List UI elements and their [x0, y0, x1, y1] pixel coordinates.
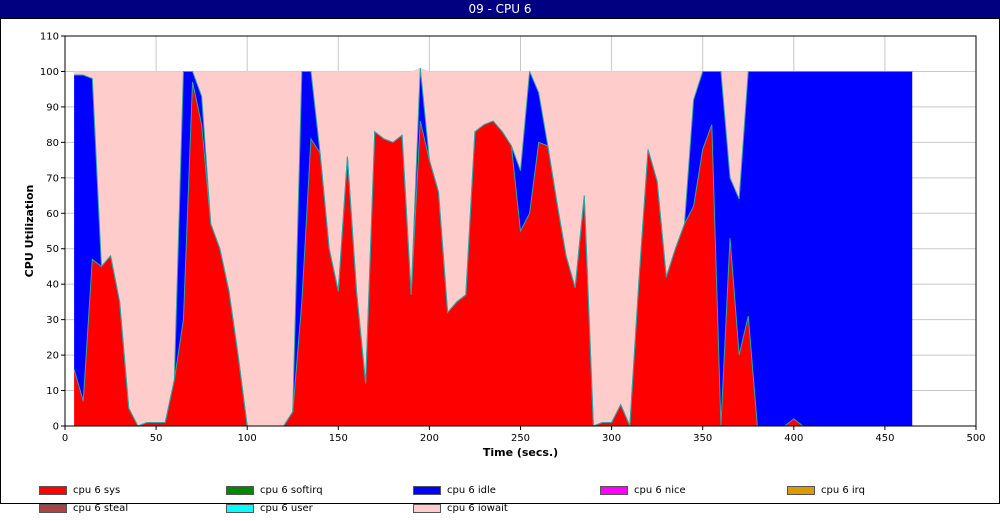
- y-tick-label: 20: [46, 351, 59, 362]
- y-axis-title: CPU Utilization: [23, 185, 36, 278]
- legend-swatch: [413, 504, 441, 513]
- x-tick-label: 300: [602, 433, 621, 444]
- area-cpu-6-iowait: [74, 67, 913, 426]
- y-tick-label: 90: [46, 102, 59, 113]
- legend-item: cpu 6 nice: [600, 485, 686, 496]
- legend-swatch: [226, 486, 254, 495]
- y-tick-label: 30: [46, 315, 59, 326]
- legend-label: cpu 6 sys: [73, 485, 121, 496]
- x-axis-title: Time (secs.): [483, 446, 558, 459]
- y-tick-label: 50: [46, 244, 59, 255]
- axis-ticks: 0 10 20 30 40 50 60 70 80 90 100 110 0 50 100 150 200 250…: [40, 32, 986, 445]
- x-tick-label: 450: [875, 433, 894, 444]
- legend-item: cpu 6 sys: [39, 485, 120, 496]
- legend-swatch: [600, 486, 628, 495]
- legend-item: cpu 6 softirq: [226, 485, 323, 496]
- window-title: 09 - CPU 6: [0, 0, 1000, 18]
- y-tick-label: 80: [46, 138, 59, 149]
- legend-label: cpu 6 steal: [73, 503, 129, 514]
- chart-frame: 0 10 20 30 40 50 60 70 80 90 100 110 0 50 100 150 200 250…: [0, 18, 1000, 514]
- legend-label: cpu 6 iowait: [447, 503, 508, 514]
- legend-label: cpu 6 softirq: [260, 485, 323, 496]
- x-tick-label: 50: [150, 433, 163, 444]
- x-tick-label: 200: [420, 433, 439, 444]
- legend-label: cpu 6 user: [260, 503, 313, 514]
- x-tick-label: 350: [693, 433, 712, 444]
- legend-label: cpu 6 nice: [634, 485, 686, 496]
- legend-item: cpu 6 user: [226, 503, 313, 514]
- legend-label: cpu 6 irq: [821, 485, 865, 496]
- area-cpu-6-idle: [74, 67, 913, 426]
- x-tick-label: 150: [329, 433, 348, 444]
- y-tick-label: 0: [53, 422, 59, 433]
- cpu-utilization-chart: 0 10 20 30 40 50 60 70 80 90 100 110 0 50 100 150 200 250…: [23, 32, 986, 460]
- legend-swatch: [787, 486, 815, 495]
- x-tick-label: 500: [966, 433, 985, 444]
- legend-swatch: [226, 504, 254, 513]
- area-cpu-6-sys: [74, 82, 913, 426]
- x-tick-label: 100: [238, 433, 257, 444]
- legend-swatch: [39, 504, 67, 513]
- x-tick-label: 0: [62, 433, 68, 444]
- y-tick-label: 100: [40, 67, 59, 78]
- y-tick-label: 70: [46, 173, 59, 184]
- legend-item: cpu 6 irq: [787, 485, 865, 496]
- legend-swatch: [413, 486, 441, 495]
- legend-item: cpu 6 iowait: [413, 503, 508, 514]
- legend-label: cpu 6 idle: [447, 485, 496, 496]
- x-tick-label: 250: [511, 433, 530, 444]
- x-tick-label: 400: [784, 433, 803, 444]
- chart-legend: cpu 6 sys cpu 6 softirq cpu 6 idle cpu 6 ni…: [39, 485, 989, 521]
- stacked-areas: [64, 35, 977, 427]
- y-tick-label: 110: [40, 32, 59, 43]
- legend-item: cpu 6 idle: [413, 485, 496, 496]
- y-tick-label: 40: [46, 280, 59, 291]
- legend-swatch: [39, 486, 67, 495]
- idle-boundary-line: [74, 67, 913, 427]
- legend-item: cpu 6 steal: [39, 503, 128, 514]
- y-tick-label: 10: [46, 386, 59, 397]
- y-tick-label: 60: [46, 209, 59, 220]
